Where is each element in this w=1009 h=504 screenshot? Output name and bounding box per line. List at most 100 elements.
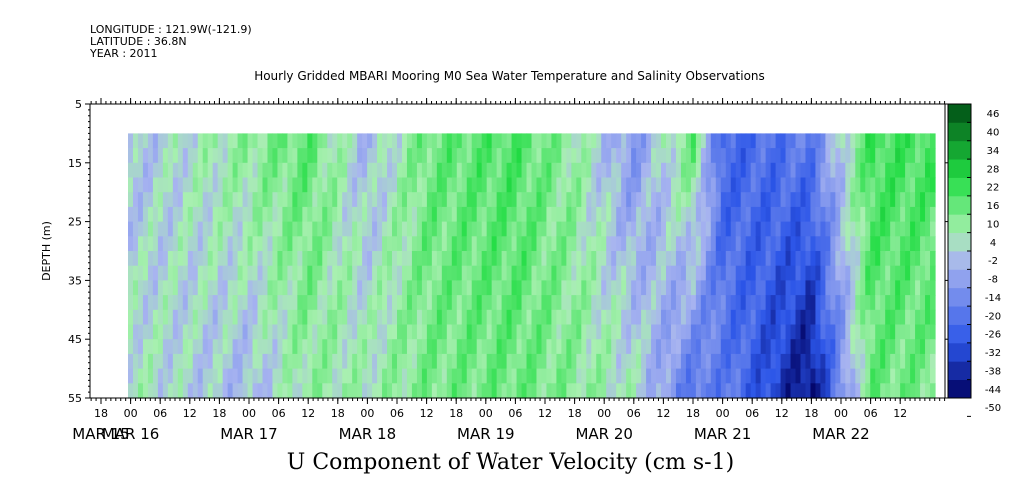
heatmap-cell [855,133,861,149]
heatmap-cell [486,162,493,179]
heatmap-cell [666,353,672,370]
heatmap-cell [611,339,617,355]
heatmap-cell [411,353,418,370]
heatmap-cell [242,324,249,340]
heatmap-cell [710,162,717,179]
heatmap-cell [297,206,303,223]
heatmap-cell [252,324,259,340]
heatmap-cell [561,295,567,311]
heatmap-cell [377,280,383,296]
heatmap-cell [277,177,284,193]
heatmap-cell [377,148,383,164]
heatmap-cell [930,177,936,193]
heatmap-cell [626,162,632,179]
heatmap-cell [885,221,891,237]
heatmap-cell [247,221,254,237]
heatmap-cell [232,280,239,296]
heatmap-cell [526,221,533,237]
heatmap-cell [436,368,443,384]
colorbar-label: -2 [988,256,998,267]
heatmap-cell [880,324,886,340]
y-tick-label: 15 [68,157,82,170]
heatmap-cell [621,192,627,208]
heatmap-cell [461,221,468,237]
heatmap-cell [367,324,373,340]
heatmap-cell [157,148,164,164]
heatmap-cell [207,324,214,340]
heatmap-cell [426,236,433,252]
heatmap-cell [710,221,717,237]
heatmap-cell [362,206,368,223]
heatmap-cell [401,221,408,237]
heatmap-cell [636,368,642,384]
heatmap-cell [720,162,727,179]
heatmap-cell [641,339,647,355]
heatmap-cell [666,324,672,340]
heatmap-cell [770,309,777,326]
heatmap-cell [890,236,896,252]
heatmap-cell [930,265,936,281]
heatmap-cell [870,133,876,149]
heatmap-cell [576,309,582,326]
heatmap-cell [147,148,154,164]
heatmap-cell [416,236,423,252]
heatmap-cell [646,295,652,311]
heatmap-cell [815,236,822,252]
heatmap-cell [566,236,572,252]
heatmap-cell [242,162,249,179]
heatmap-cell [337,309,343,326]
heatmap-cell [576,280,582,296]
heatmap-cell [705,353,712,370]
heatmap-cell [162,133,169,149]
heatmap-cell [332,309,338,326]
heatmap-cell [855,383,861,399]
heatmap-cell [890,383,896,399]
heatmap-cell [865,251,871,267]
heatmap-cell [262,148,269,164]
heatmap-cell [790,383,797,399]
colorbar-swatch [948,159,971,178]
heatmap-cell [641,309,647,326]
heatmap-cell [157,353,164,370]
heatmap-cell [790,162,797,179]
heatmap-cell [551,353,558,370]
heatmap-cell [491,148,498,164]
heatmap-cell [576,251,582,267]
heatmap-cell [775,383,782,399]
heatmap-cell [616,265,622,281]
heatmap-cell [207,236,214,252]
heatmap-cell [491,133,498,149]
heatmap-cell [521,339,528,355]
heatmap-cell [466,148,473,164]
heatmap-cell [735,339,742,355]
heatmap-cell [611,162,617,179]
heatmap-cell [441,295,448,311]
heatmap-cell [675,162,682,179]
heatmap-cell [501,192,508,208]
heatmap-cell [631,206,637,223]
heatmap-cell [755,309,762,326]
heatmap-cell [247,133,254,149]
heatmap-cell [646,353,652,370]
heatmap-cell [606,192,612,208]
heatmap-cell [576,206,582,223]
heatmap-cell [262,177,269,193]
heatmap-cell [521,192,528,208]
heatmap-cell [725,339,732,355]
heatmap-cell [307,148,313,164]
heatmap-cell [262,133,269,149]
heatmap-cell [501,295,508,311]
heatmap-cell [272,177,279,193]
heatmap-cell [885,309,891,326]
heatmap-cell [302,368,308,384]
heatmap-cell [167,206,174,223]
heatmap-cell [257,192,264,208]
heatmap-cell [392,368,398,384]
heatmap-cell [192,295,199,311]
heatmap-cell [895,162,901,179]
heatmap-cell [252,368,259,384]
heatmap-cell [377,383,383,399]
heatmap-cell [680,192,687,208]
heatmap-cell [257,309,264,326]
heatmap-cell [760,133,767,149]
